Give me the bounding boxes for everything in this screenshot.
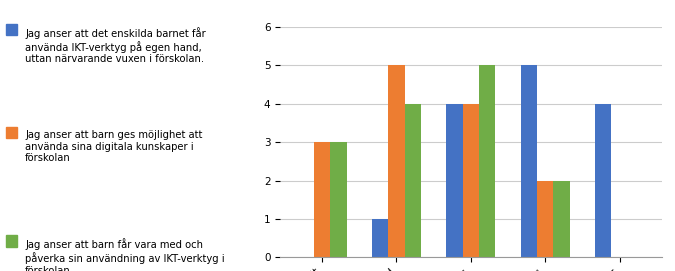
Bar [404,104,421,257]
Bar [595,104,612,257]
Text: Jag anser att barn får vara med och
påverka sin användning av IKT-verktyg i
förs: Jag anser att barn får vara med och påve… [25,238,225,271]
Bar [388,66,404,257]
Text: Jag anser att det enskilda barnet får
använda IKT-verktyg på egen hand,
uttan nä: Jag anser att det enskilda barnet får an… [25,27,206,64]
Bar [462,104,479,257]
Bar [554,181,570,257]
Bar [314,142,330,257]
Bar [537,181,554,257]
Text: Jag anser att barn ges möjlighet att
använda sina digitala kunskaper i
förskolan: Jag anser att barn ges möjlighet att anv… [25,130,202,163]
Bar [520,66,537,257]
Bar [446,104,462,257]
Bar [5,127,17,138]
Bar [372,219,388,257]
Bar [479,66,495,257]
Bar [5,235,17,247]
Bar [330,142,346,257]
Bar [5,24,17,35]
